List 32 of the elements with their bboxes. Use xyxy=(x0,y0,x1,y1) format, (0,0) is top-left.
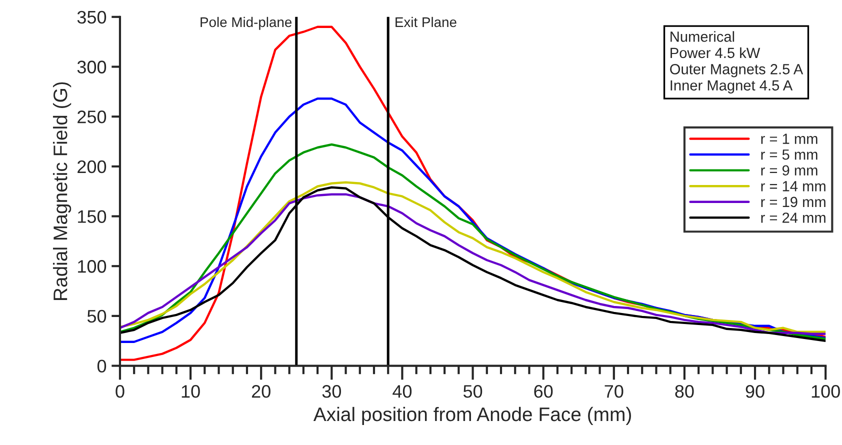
annotation: Numerical Power 4.5 kW Outer Magnets 2.5 A Inner Magnet 4.5 A xyxy=(670,31,804,94)
legend-label: r = 1 mm xyxy=(761,134,818,144)
x-tick-label: 50 xyxy=(463,385,482,398)
y-tick-label: 50 xyxy=(87,310,106,323)
y-tick-label: 300 xyxy=(77,60,106,74)
x-tick-label: 40 xyxy=(392,385,412,398)
legend-label: r = 5 mm xyxy=(761,150,818,160)
legend-label: r = 24 mm xyxy=(761,212,826,223)
line-series xyxy=(120,98,826,343)
ref-line-label: Pole Mid-plane xyxy=(200,16,292,30)
x-tick-label: 60 xyxy=(534,385,553,398)
legend-label: r = 19 mm xyxy=(761,196,826,208)
x-tick-label: 100 xyxy=(812,385,840,398)
y-tick-label: 150 xyxy=(78,210,106,223)
y-tick-label: 0 xyxy=(97,360,106,373)
legend-label: r = 14 mm xyxy=(761,181,826,192)
x-tick-label: 10 xyxy=(182,385,200,398)
x-tick-label: 80 xyxy=(675,385,694,398)
y-tick-label: 200 xyxy=(78,160,106,174)
y-tick-label: 250 xyxy=(78,110,106,124)
y-tick-label: 350 xyxy=(77,10,106,24)
x-tick-label: 20 xyxy=(252,385,270,398)
x-tick-label: 30 xyxy=(322,385,341,398)
x-tick-label: 90 xyxy=(746,385,764,398)
ref-line-label: Exit Plane xyxy=(396,16,456,28)
x-tick-label: 70 xyxy=(604,385,624,398)
y-axis-title: Radial Magnetic Field (G) xyxy=(52,82,72,300)
x-tick-label: 0 xyxy=(116,385,124,398)
legend-label: r = 9 mm xyxy=(761,165,818,176)
y-tick-label: 100 xyxy=(78,260,106,273)
x-axis-title: Axial position from Anode Face (mm) xyxy=(313,406,631,426)
line-series xyxy=(120,143,826,340)
